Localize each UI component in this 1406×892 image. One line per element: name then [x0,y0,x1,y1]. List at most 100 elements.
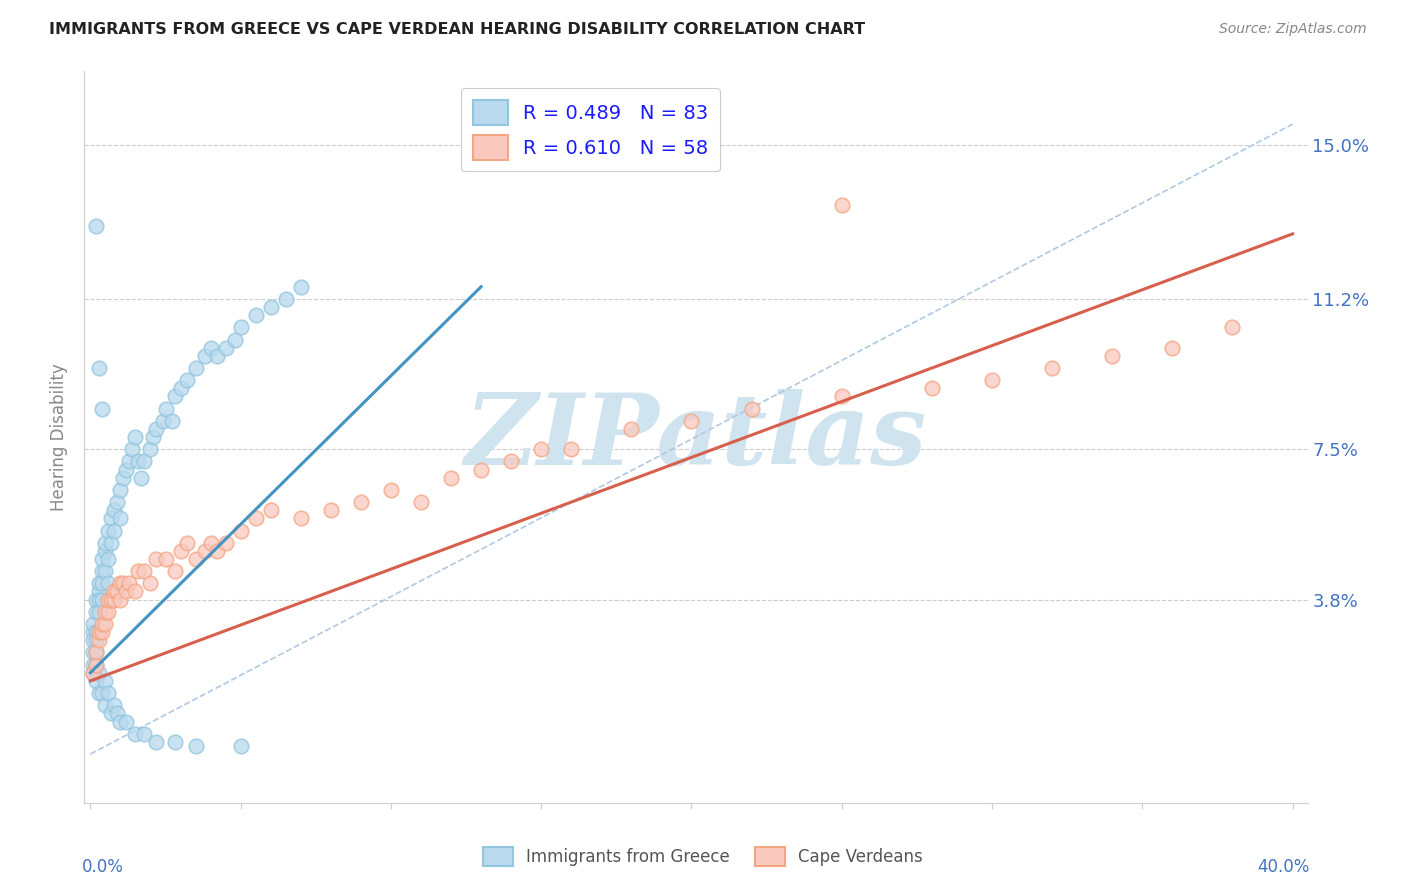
Point [921,381,943,395]
Point [86,657,108,672]
Point [224,333,246,347]
Point [620,422,643,436]
Point [134,727,156,741]
Point [82,665,104,680]
Point [145,735,167,749]
Point [184,552,207,566]
Point [107,706,129,721]
Point [89,592,111,607]
Point [89,625,111,640]
Point [245,511,267,525]
Point [118,576,141,591]
Point [110,714,132,729]
Point [121,442,143,457]
Point [245,308,267,322]
Point [440,471,463,485]
Point [127,454,149,468]
Point [89,584,111,599]
Point [470,462,492,476]
Point [501,454,523,468]
Point [110,576,132,591]
Point [134,454,156,468]
Point [107,495,129,509]
Point [142,430,165,444]
Point [176,535,198,549]
Point [1161,341,1184,355]
Point [118,454,141,468]
Point [115,714,138,729]
Point [214,341,236,355]
Point [86,673,108,688]
Point [681,414,703,428]
Point [110,511,132,525]
Point [86,645,108,659]
Point [97,552,120,566]
Point [86,592,108,607]
Point [200,535,222,549]
Point [94,698,117,713]
Point [260,503,283,517]
Point [163,735,186,749]
Point [163,389,186,403]
Point [91,401,114,416]
Point [127,564,149,578]
Point [89,576,111,591]
Point [94,617,117,632]
Point [139,576,162,591]
Point [110,483,132,497]
Point [1222,320,1244,334]
Point [100,706,122,721]
Point [115,462,138,476]
Point [86,645,108,659]
Point [184,361,207,376]
Point [94,535,117,549]
Point [350,495,373,509]
Text: Source: ZipAtlas.com: Source: ZipAtlas.com [1219,22,1367,37]
Point [82,633,104,648]
Point [112,471,135,485]
Point [86,219,108,233]
Point [200,341,222,355]
Point [97,576,120,591]
Point [94,673,117,688]
Point [86,605,108,619]
Point [319,503,342,517]
Y-axis label: Hearing Disability: Hearing Disability [51,363,69,511]
Point [184,739,207,753]
Point [741,401,763,416]
Point [214,535,236,549]
Text: IMMIGRANTS FROM GREECE VS CAPE VERDEAN HEARING DISABILITY CORRELATION CHART: IMMIGRANTS FROM GREECE VS CAPE VERDEAN H… [49,22,865,37]
Point [97,524,120,538]
Point [107,584,129,599]
Point [97,686,120,700]
Point [112,576,135,591]
Point [91,576,114,591]
Point [831,389,853,403]
Point [831,198,853,212]
Point [94,544,117,558]
Point [91,564,114,578]
Point [169,381,191,395]
Point [229,739,252,753]
Point [82,657,104,672]
Point [163,564,186,578]
Point [103,503,125,517]
Point [124,727,146,741]
Point [160,414,183,428]
Point [103,592,125,607]
Point [274,292,297,306]
Point [409,495,432,509]
Point [94,605,117,619]
Legend: R = 0.489   N = 83, R = 0.610   N = 58: R = 0.489 N = 83, R = 0.610 N = 58 [461,88,720,171]
Point [176,373,198,387]
Point [194,544,217,558]
Point [86,657,108,672]
Point [290,279,312,293]
Point [124,430,146,444]
Point [89,625,111,640]
Point [94,564,117,578]
Point [82,617,104,632]
Point [97,605,120,619]
Point [91,592,114,607]
Point [560,442,582,457]
